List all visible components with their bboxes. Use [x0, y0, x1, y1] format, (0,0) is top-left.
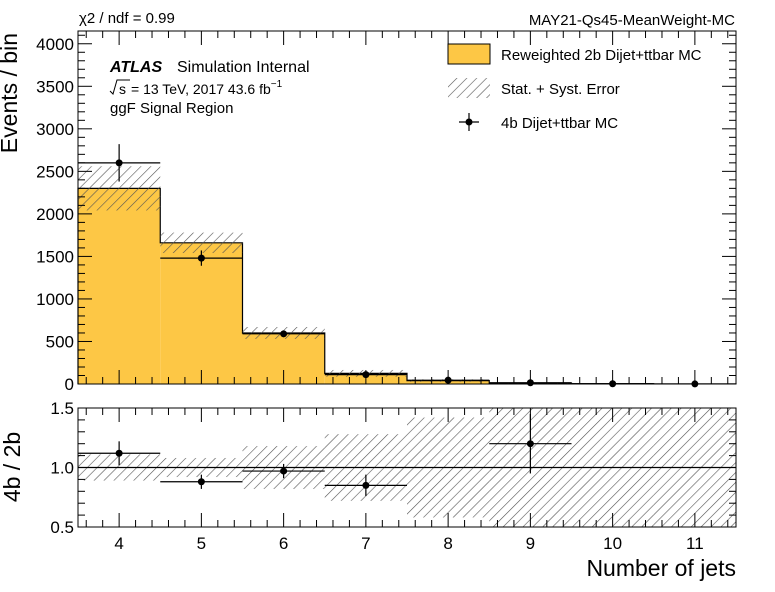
y-axis-title-main: Events / bin	[0, 33, 22, 153]
legend-label-points: 4b Dijet+ttbar MC	[501, 115, 618, 132]
y-tick-label: 2000	[36, 205, 74, 224]
y-tick-label: 1000	[36, 290, 74, 309]
legend-swatch-histogram	[447, 43, 491, 65]
chi2-label: χ2 / ndf = 0.99	[79, 10, 175, 27]
y-axis-title-ratio: 4b / 2b	[0, 432, 25, 502]
ratio-point	[197, 478, 205, 486]
x-tick-label: 6	[279, 534, 288, 553]
y-tick-label: 3500	[36, 77, 74, 96]
y-tick-label: 1500	[36, 247, 74, 266]
sqrt-s-icon: s	[109, 79, 130, 97]
legend: Reweighted 2b Dijet+ttbar MC Stat. + Sys…	[447, 43, 702, 132]
histogram-bar	[78, 188, 161, 384]
y-tick-label: 2500	[36, 162, 74, 181]
y-tick-label: 3000	[36, 120, 74, 139]
legend-marker-points	[459, 113, 479, 131]
ratio-y-tick-label: 1.5	[50, 399, 74, 418]
main-frame	[77, 30, 737, 385]
x-tick-label: 8	[443, 534, 452, 553]
legend-swatch-band	[448, 78, 490, 98]
data-point	[197, 254, 205, 262]
ratio-panel: 0.5 1.0 1.5 4 5 6 7 8 9 10 11	[50, 399, 737, 553]
legend-label-band: Stat. + Syst. Error	[501, 81, 620, 98]
ratio-y-tick-label: 1.0	[50, 459, 74, 478]
ratio-point	[362, 481, 370, 489]
x-tick-label: 11	[686, 534, 704, 553]
histogram-bar	[160, 242, 243, 384]
x-tick-label: 10	[603, 534, 622, 553]
data-point	[280, 330, 288, 338]
simulation-label: Simulation Internal	[177, 59, 310, 76]
ratio-y-tick-label: 0.5	[50, 518, 74, 537]
data-point	[115, 159, 123, 167]
atlas-label: ATLAS	[109, 59, 162, 76]
x-axis-title: Number of jets	[586, 555, 736, 581]
x-tick-label: 4	[114, 534, 123, 553]
ratio-point	[280, 467, 288, 475]
x-tick-label: 7	[361, 534, 370, 553]
region-label: ggF Signal Region	[110, 100, 233, 117]
ratio-point	[115, 449, 123, 457]
y-tick-label: 0	[65, 375, 74, 394]
error-band	[160, 232, 243, 254]
legend-label-histogram: Reweighted 2b Dijet+ttbar MC	[501, 47, 702, 64]
svg-text:s: s	[119, 81, 126, 97]
tag-label: MAY21-Qs45-MeanWeight-MC	[529, 12, 735, 29]
x-tick-label: 5	[197, 534, 206, 553]
ratio-point	[526, 440, 534, 448]
energy-label: = 13 TeV, 2017 43.6 fb−1	[131, 79, 283, 97]
y-tick-label: 500	[46, 332, 74, 351]
y-tick-label: 4000	[36, 35, 74, 54]
main-panel: 0 500 1000 1500 2000 2500 3000 3500 4000	[36, 30, 737, 394]
x-tick-label: 9	[526, 534, 535, 553]
